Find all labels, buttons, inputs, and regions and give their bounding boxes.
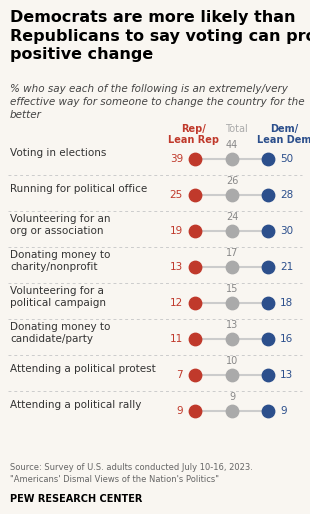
Point [266,407,271,415]
Point [229,263,234,271]
Text: 50: 50 [280,154,293,164]
Point [229,155,234,163]
Text: 9: 9 [176,406,183,416]
Text: 30: 30 [280,226,293,236]
Point [229,335,234,343]
Text: 17: 17 [226,248,238,258]
Text: Source: Survey of U.S. adults conducted July 10-16, 2023.
"Americans' Dismal Vie: Source: Survey of U.S. adults conducted … [10,463,253,484]
Text: 13: 13 [226,320,238,330]
Text: 18: 18 [280,298,293,308]
Point [193,263,197,271]
Point [229,191,234,199]
Point [229,407,234,415]
Text: 13: 13 [170,262,183,272]
Text: 13: 13 [280,370,293,380]
Point [193,299,197,307]
Text: 39: 39 [170,154,183,164]
Text: Lean Rep: Lean Rep [167,135,219,145]
Point [229,227,234,235]
Text: Dem/: Dem/ [270,124,298,134]
Point [266,335,271,343]
Point [266,299,271,307]
Text: 28: 28 [280,190,293,200]
Point [266,227,271,235]
Point [229,299,234,307]
Text: 12: 12 [170,298,183,308]
Text: 25: 25 [170,190,183,200]
Text: Donating money to
candidate/party: Donating money to candidate/party [10,322,110,344]
Point [193,371,197,379]
Text: Attending a political protest: Attending a political protest [10,364,156,374]
Point [266,371,271,379]
Text: Rep/: Rep/ [181,124,205,134]
Text: Lean Dem: Lean Dem [257,135,310,145]
Point [193,191,197,199]
Text: 44: 44 [226,140,238,150]
Point [193,227,197,235]
Text: 19: 19 [170,226,183,236]
Text: 9: 9 [280,406,287,416]
Point [266,155,271,163]
Text: 9: 9 [229,392,235,402]
Text: 11: 11 [170,334,183,344]
Text: Total: Total [225,124,247,134]
Text: Attending a political rally: Attending a political rally [10,400,141,410]
Text: 7: 7 [176,370,183,380]
Point [193,155,197,163]
Text: 26: 26 [226,176,238,186]
Point [193,407,197,415]
Text: 21: 21 [280,262,293,272]
Text: 10: 10 [226,356,238,366]
Text: % who say each of the following is an extremely/very
effective way for someone t: % who say each of the following is an ex… [10,84,305,120]
Point [229,371,234,379]
Text: PEW RESEARCH CENTER: PEW RESEARCH CENTER [10,494,142,504]
Point [266,263,271,271]
Text: Running for political office: Running for political office [10,184,147,194]
Point [266,191,271,199]
Text: Volunteering for an
org or association: Volunteering for an org or association [10,214,110,236]
Text: Volunteering for a
political campaign: Volunteering for a political campaign [10,286,106,308]
Text: 15: 15 [226,284,238,294]
Text: Donating money to
charity/nonprofit: Donating money to charity/nonprofit [10,250,110,272]
Text: Democrats are more likely than
Republicans to say voting can produce
positive ch: Democrats are more likely than Republica… [10,10,310,62]
Text: 24: 24 [226,212,238,222]
Text: Voting in elections: Voting in elections [10,148,106,158]
Point [193,335,197,343]
Text: 16: 16 [280,334,293,344]
